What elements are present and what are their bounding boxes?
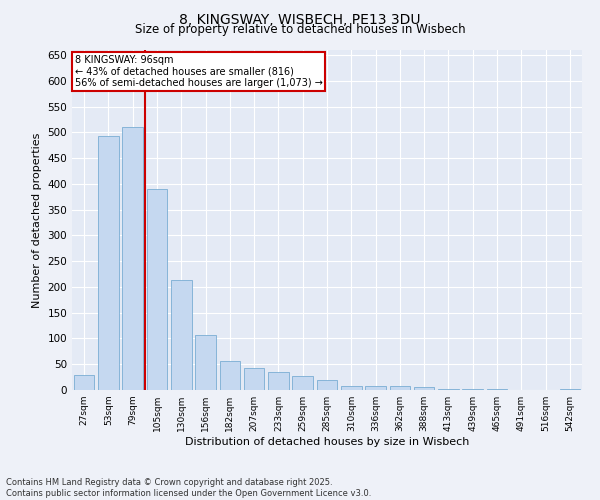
Bar (414, 387, 434, 390)
Bar (365, 386, 386, 390)
Bar (268, 372, 289, 390)
Bar (146, 189, 167, 390)
Bar (244, 368, 265, 390)
Bar (292, 376, 313, 390)
Bar (98, 136, 119, 390)
Text: 8, KINGSWAY, WISBECH, PE13 3DU: 8, KINGSWAY, WISBECH, PE13 3DU (179, 12, 421, 26)
Text: Contains HM Land Registry data © Crown copyright and database right 2025.
Contai: Contains HM Land Registry data © Crown c… (6, 478, 371, 498)
Bar (341, 386, 362, 390)
Y-axis label: Number of detached properties: Number of detached properties (32, 132, 42, 308)
Bar (74, 374, 94, 390)
X-axis label: Distribution of detached houses by size in Wisbech: Distribution of detached houses by size … (185, 437, 469, 447)
Text: Size of property relative to detached houses in Wisbech: Size of property relative to detached ho… (134, 22, 466, 36)
Bar (220, 360, 240, 390)
Bar (171, 280, 191, 390)
Bar (122, 128, 143, 390)
Bar (195, 335, 216, 390)
Bar (317, 380, 337, 390)
Bar (389, 386, 410, 390)
Text: 8 KINGSWAY: 96sqm
← 43% of detached houses are smaller (816)
56% of semi-detache: 8 KINGSWAY: 96sqm ← 43% of detached hous… (74, 55, 322, 88)
